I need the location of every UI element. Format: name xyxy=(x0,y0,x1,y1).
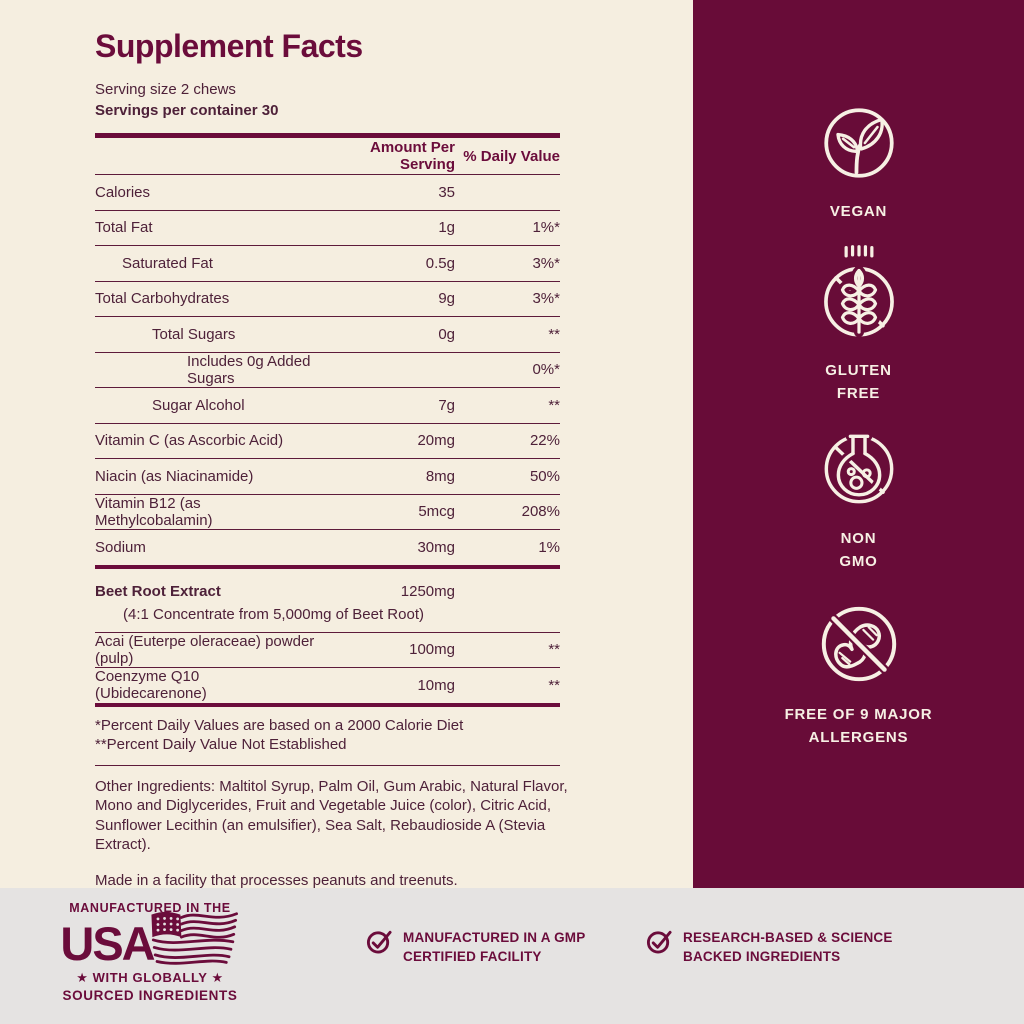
table-header-row: Amount Per Serving % Daily Value xyxy=(95,138,560,175)
badge-non-gmo: NON GMO xyxy=(693,426,1024,573)
nutrient-dv: 208% xyxy=(521,503,560,521)
table-row-total-carbohydrates: Total Carbohydrates 9g 3%* xyxy=(95,282,560,317)
table-row-sugar-alcohol: Sugar Alcohol 7g ** xyxy=(95,388,560,424)
vegan-sprout-icon xyxy=(817,101,901,190)
nutrient-name: Total Fat xyxy=(95,219,153,237)
nutrient-dv: 0%* xyxy=(532,361,560,379)
usa-line2: ★ WITH GLOBALLY ★ xyxy=(76,970,224,985)
check-circle-icon xyxy=(646,928,673,960)
other-ingredients: Other Ingredients: Maltitol Syrup, Palm … xyxy=(95,777,568,854)
table-row-total-sugars: Total Sugars 0g ** xyxy=(95,317,560,353)
table-row-vitamin-c: Vitamin C (as Ascorbic Acid) 20mg 22% xyxy=(95,424,560,459)
badge-allergen-free: FREE OF 9 MAJOR ALLERGENS xyxy=(693,600,1024,749)
nutrient-dv: ** xyxy=(548,676,560,694)
footnotes: *Percent Daily Values are based on a 200… xyxy=(95,707,560,766)
nutrient-dv: 3%* xyxy=(532,254,560,272)
usa-flag-icon xyxy=(148,910,240,973)
nutrient-dv: 50% xyxy=(529,467,560,485)
header-daily-value: % Daily Value xyxy=(463,147,560,165)
nutrient-dv: ** xyxy=(548,396,560,414)
made-in-usa-block: MANUFACTURED IN THE USA xyxy=(42,901,258,1003)
nutrient-amount: 5mcg xyxy=(418,503,455,521)
usa-line1: MANUFACTURED IN THE xyxy=(69,901,231,915)
nutrient-name: Total Sugars xyxy=(152,325,236,343)
divider-thick xyxy=(95,564,560,569)
nutrient-amount: 30mg xyxy=(417,538,455,556)
header-amount-per-serving: Amount Per Serving xyxy=(369,139,455,173)
table-row-coenzyme-q10: Coenzyme Q10 (Ubidecarenone) 10mg ** xyxy=(95,668,560,703)
non-gmo-flask-icon xyxy=(816,426,902,517)
badge-label: GLUTEN FREE xyxy=(825,362,892,402)
badge-label: FREE OF 9 MAJOR ALLERGENS xyxy=(784,706,933,746)
gluten-free-wheat-icon xyxy=(813,243,905,349)
nutrient-amount: 100mg xyxy=(409,641,455,659)
divider-thick xyxy=(95,133,560,138)
nutrient-amount: 0.5g xyxy=(425,254,455,272)
nutrient-dv: 3%* xyxy=(532,290,560,308)
table-row-total-fat: Total Fat 1g 1%* xyxy=(95,211,560,246)
nutrient-amount: 35 xyxy=(438,183,455,201)
footer-bar: MANUFACTURED IN THE USA xyxy=(0,888,1024,1024)
nutrient-name: Sodium xyxy=(95,538,146,556)
nutrient-name: Saturated Fat xyxy=(122,254,213,272)
divider-thick xyxy=(95,702,560,707)
table-row-added-sugars: Includes 0g Added Sugars 0%* xyxy=(95,352,560,388)
nutrient-dv: ** xyxy=(548,641,560,659)
badge-sidebar: VEGAN xyxy=(693,0,1024,888)
table-row-acai: Acai (Euterpe oleraceae) powder (pulp) 1… xyxy=(95,632,560,668)
serving-size: Serving size 2 chews xyxy=(95,81,236,98)
table-row-beet-root: Beet Root Extract 1250mg xyxy=(95,569,560,604)
nutrient-amount: 20mg xyxy=(417,432,455,450)
table-row-vitamin-b12: Vitamin B12 (as Methylcobalamin) 5mcg 20… xyxy=(95,494,560,530)
nutrient-name: Vitamin B12 (as Methylcobalamin) xyxy=(95,494,213,529)
table-row-niacin: Niacin (as Niacinamide) 8mg 50% xyxy=(95,459,560,495)
nutrient-name: Sugar Alcohol xyxy=(152,396,245,414)
nutrient-name: Acai (Euterpe oleraceae) powder (pulp) xyxy=(95,632,315,667)
no-peanut-allergen-icon xyxy=(815,600,903,693)
nutrient-dv: ** xyxy=(548,325,560,343)
table-row-saturated-fat: Saturated Fat 0.5g 3%* xyxy=(95,246,560,282)
nutrient-amount: 10mg xyxy=(417,676,455,694)
nutrient-name: Total Carbohydrates xyxy=(95,290,230,308)
check-circle-icon xyxy=(366,928,393,960)
research-backed-badge: RESEARCH-BASED & SCIENCE BACKED INGREDIE… xyxy=(646,928,933,966)
nutrient-amount: 7g xyxy=(438,396,455,414)
facility-note: Made in a facility that processes peanut… xyxy=(95,871,458,889)
supplement-facts-panel: Supplement Facts Serving size 2 chews Se… xyxy=(95,28,575,890)
badge-vegan: VEGAN xyxy=(693,101,1024,223)
gmp-certified-badge: MANUFACTURED IN A GMP CERTIFIED FACILITY xyxy=(366,928,633,966)
badge-label: NON GMO xyxy=(839,530,878,570)
nutrient-name: Calories xyxy=(95,183,151,201)
footnote-not-established: **Percent Daily Value Not Established xyxy=(95,735,347,753)
servings-per-container: Servings per container 30 xyxy=(95,102,279,119)
beet-root-concentrate-note: (4:1 Concentrate from 5,000mg of Beet Ro… xyxy=(95,604,560,633)
facts-table: Amount Per Serving % Daily Value Calorie… xyxy=(95,133,568,890)
nutrient-dv: 22% xyxy=(529,432,560,450)
nutrient-dv: 1% xyxy=(538,538,560,556)
nutrient-name: Niacin (as Niacinamide) xyxy=(95,467,254,485)
nutrient-amount: 0g xyxy=(438,325,455,343)
nutrient-amount: 9g xyxy=(438,290,455,308)
gmp-badge-text: MANUFACTURED IN A GMP CERTIFIED FACILITY xyxy=(403,930,586,964)
table-row-sodium: Sodium 30mg 1% xyxy=(95,530,560,565)
nutrient-name: Includes 0g Added Sugars xyxy=(187,352,311,387)
badge-label: VEGAN xyxy=(829,203,888,220)
nutrient-amount: 8mg xyxy=(425,467,455,485)
usa-row: USA xyxy=(42,911,258,970)
usa-text: USA xyxy=(60,916,155,970)
nutrient-name: Coenzyme Q10 (Ubidecarenone) xyxy=(95,668,207,703)
nutrient-name: Beet Root Extract xyxy=(95,583,221,600)
footnote-daily-values: *Percent Daily Values are based on a 200… xyxy=(95,716,464,734)
table-row-calories: Calories 35 xyxy=(95,175,560,211)
badge-gluten-free: GLUTEN FREE xyxy=(693,243,1024,405)
nutrient-amount: 1g xyxy=(438,219,455,237)
nutrient-name: Vitamin C (as Ascorbic Acid) xyxy=(95,432,284,450)
usa-line3: SOURCED INGREDIENTS xyxy=(62,988,238,1003)
research-badge-text: RESEARCH-BASED & SCIENCE BACKED INGREDIE… xyxy=(683,930,893,964)
nutrient-amount: 1250mg xyxy=(400,583,455,600)
nutrient-dv: 1%* xyxy=(532,219,560,237)
panel-title: Supplement Facts xyxy=(95,28,363,64)
